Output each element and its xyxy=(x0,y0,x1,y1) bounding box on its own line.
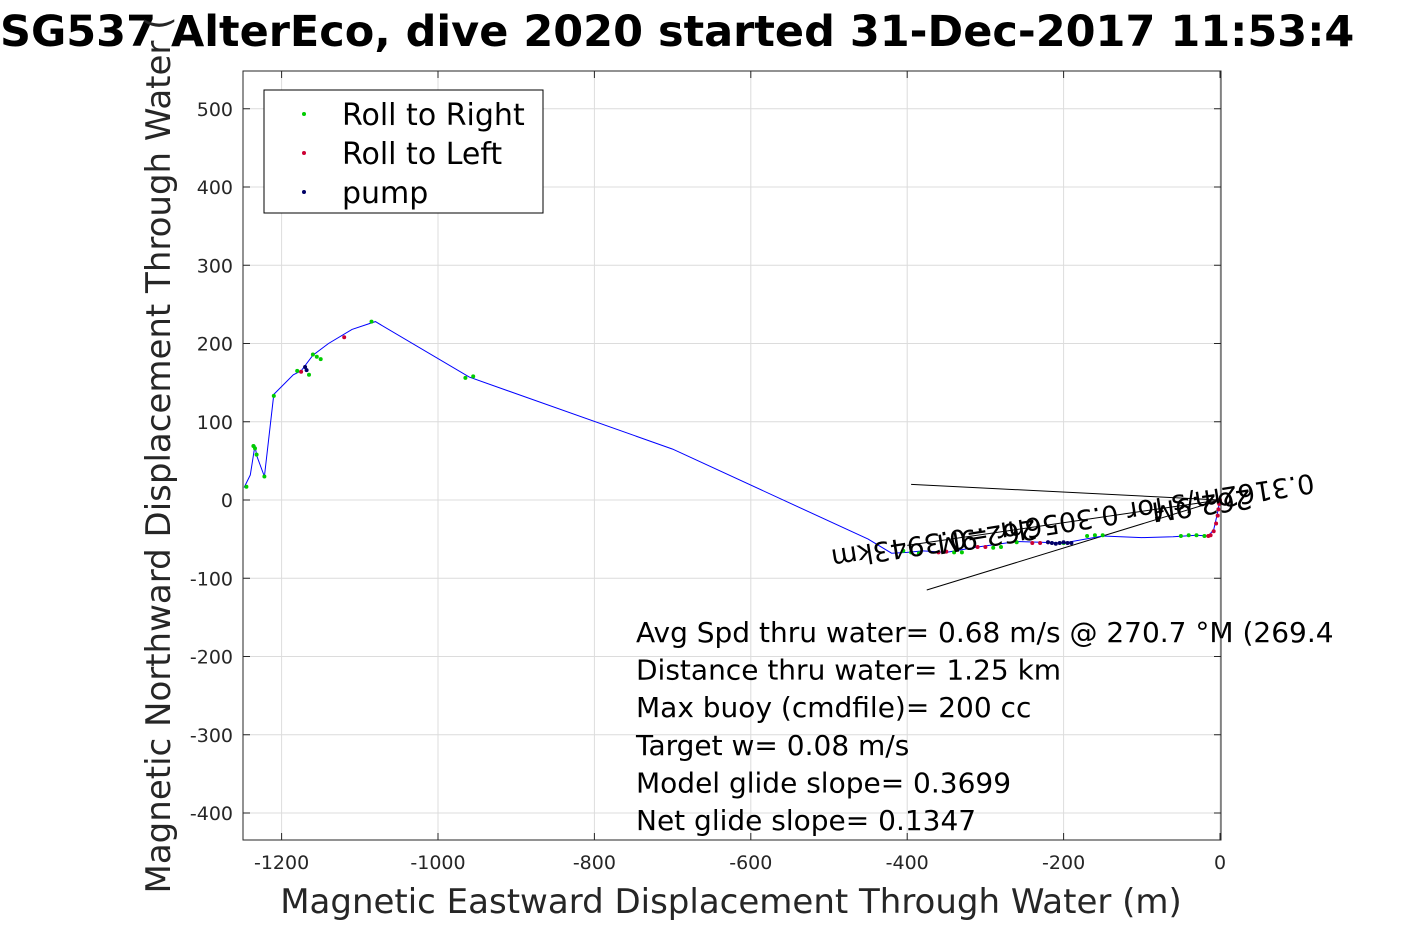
y-tick-label: 200 xyxy=(197,334,233,356)
plot-frame xyxy=(242,70,1222,841)
grid xyxy=(243,71,1221,840)
point-roll-right xyxy=(251,444,256,448)
annotation-line: Max buoy (cmdfile)= 200 cc xyxy=(636,691,1031,724)
point-roll-left xyxy=(1030,541,1035,545)
point-roll-right xyxy=(314,354,319,359)
point-roll-left xyxy=(936,550,941,555)
x-axis-label: Magnetic Eastward Displacement Through W… xyxy=(280,882,1182,922)
legend-marker-roll-right xyxy=(302,112,306,116)
y-tick-label: 500 xyxy=(197,99,233,121)
reference-lines xyxy=(907,483,1221,591)
data-points xyxy=(244,319,1222,556)
point-roll-left xyxy=(1211,529,1216,534)
point-roll-right xyxy=(1186,533,1191,538)
legend-marker-roll-left xyxy=(302,151,306,155)
x-tick-label: -800 xyxy=(573,852,616,874)
point-roll-right xyxy=(463,375,468,380)
point-roll-left xyxy=(1206,534,1211,538)
y-tick-label: 300 xyxy=(197,255,233,277)
point-roll-left xyxy=(1217,501,1222,506)
point-roll-right xyxy=(471,374,476,379)
point-roll-right xyxy=(1100,533,1105,538)
point-pump xyxy=(1046,540,1050,545)
point-roll-right xyxy=(991,545,996,550)
y-tick-label: -400 xyxy=(190,803,233,825)
point-roll-left xyxy=(983,545,988,549)
legend-label-roll-right: Roll to Right xyxy=(342,98,525,133)
point-roll-right xyxy=(307,372,311,377)
point-roll-right xyxy=(369,319,374,324)
legend-label-pump: pump xyxy=(342,176,428,211)
point-pump xyxy=(1053,541,1058,546)
reference-line xyxy=(911,483,1221,501)
point-roll-right xyxy=(916,551,921,556)
point-roll-right xyxy=(262,474,267,479)
point-roll-right xyxy=(244,484,249,489)
annotation-line: Distance thru water= 1.25 km xyxy=(636,654,1061,687)
annotation-line: Net glide slope= 0.1347 xyxy=(636,804,976,837)
chart-title: SG537 AlterEco, dive 2020 started 31-Dec… xyxy=(0,7,1354,57)
point-pump xyxy=(1057,541,1062,545)
x-tick-label: -400 xyxy=(886,852,929,874)
y-tick-label: -200 xyxy=(190,647,233,669)
point-roll-right xyxy=(295,368,300,373)
point-roll-left xyxy=(1216,507,1221,512)
point-roll-right xyxy=(909,550,914,555)
point-roll-left xyxy=(1215,513,1220,518)
legend-label-roll-left: Roll to Left xyxy=(342,137,502,172)
annotation-line: Avg Spd thru water= 0.68 m/s @ 270.7 °M … xyxy=(636,616,1334,649)
x-tick-label: 0 xyxy=(1214,852,1226,874)
point-roll-right xyxy=(1092,533,1097,538)
y-tick-label: 100 xyxy=(197,412,233,434)
point-roll-right xyxy=(1178,534,1183,538)
point-pump xyxy=(1061,540,1066,545)
point-pump xyxy=(303,365,308,369)
point-roll-right xyxy=(318,357,323,362)
x-tick-label: -1200 xyxy=(254,852,309,874)
point-roll-left xyxy=(342,335,347,340)
annotation-line: Target w= 0.08 m/s xyxy=(635,729,909,762)
legend-box xyxy=(263,89,544,214)
point-roll-right xyxy=(999,545,1003,549)
point-roll-right xyxy=(952,550,957,555)
point-roll-left xyxy=(1214,521,1219,526)
legend: Roll to Right Roll to Left pump xyxy=(263,89,544,214)
point-pump xyxy=(1065,541,1070,545)
x-tick-label: -1000 xyxy=(410,852,465,874)
point-roll-right xyxy=(1085,534,1090,538)
reference-line xyxy=(926,499,1221,591)
y-tick-label: -300 xyxy=(190,725,233,747)
point-roll-left xyxy=(944,549,949,554)
point-roll-left xyxy=(1038,541,1043,545)
point-pump xyxy=(304,368,309,373)
legend-marker-pump xyxy=(302,190,306,194)
point-pump xyxy=(1069,541,1074,545)
x-tick-label: -200 xyxy=(1042,852,1085,874)
track-line xyxy=(243,321,1221,554)
ticks: -1200 -1000 -800 -600 -400 -200 05004003002001… xyxy=(190,71,1226,874)
y-tick-label: 400 xyxy=(197,177,233,199)
point-roll-right xyxy=(310,352,315,357)
point-roll-right xyxy=(254,452,259,457)
text-annotations: Avg Spd thru water= 0.68 m/s @ 270.7 °M … xyxy=(635,616,1334,837)
x-tick-label: -600 xyxy=(729,852,772,874)
point-roll-right xyxy=(959,550,964,555)
y-axis-label: Magnetic Northward Displacement Through … xyxy=(139,17,179,894)
point-roll-left xyxy=(975,545,980,549)
reference-line xyxy=(907,499,1221,546)
point-roll-right xyxy=(901,548,906,553)
point-roll-left xyxy=(299,369,304,374)
point-roll-right xyxy=(1202,534,1207,538)
y-tick-label: 0 xyxy=(221,490,233,512)
point-roll-right xyxy=(271,393,276,398)
point-roll-right xyxy=(1194,533,1199,538)
annotation-line: Model glide slope= 0.3699 xyxy=(636,766,1011,799)
point-pump xyxy=(1049,541,1054,545)
point-roll-right xyxy=(1014,540,1019,545)
y-tick-label: -100 xyxy=(190,568,233,590)
